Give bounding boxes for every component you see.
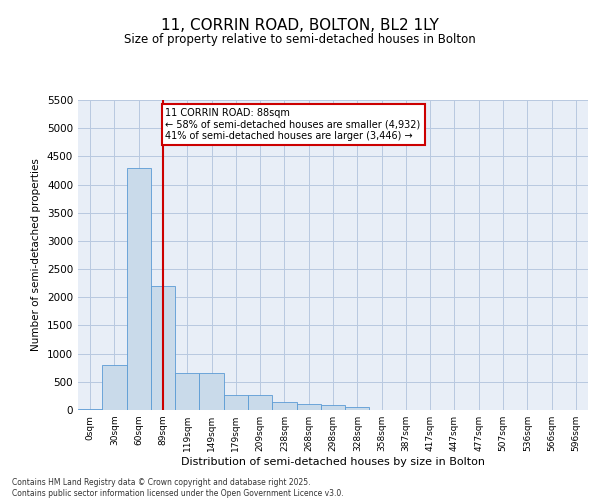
Bar — [199, 374, 224, 410]
Bar — [272, 402, 296, 410]
Text: 11 CORRIN ROAD: 88sqm
← 58% of semi-detached houses are smaller (4,932)
41% of s: 11 CORRIN ROAD: 88sqm ← 58% of semi-deta… — [166, 108, 421, 141]
Y-axis label: Number of semi-detached properties: Number of semi-detached properties — [31, 158, 41, 352]
Bar — [345, 407, 370, 410]
Bar — [224, 395, 248, 410]
Bar — [102, 365, 127, 410]
Bar — [321, 405, 345, 410]
Bar — [296, 404, 321, 410]
X-axis label: Distribution of semi-detached houses by size in Bolton: Distribution of semi-detached houses by … — [181, 457, 485, 467]
Bar — [151, 286, 175, 410]
Bar — [248, 395, 272, 410]
Text: 11, CORRIN ROAD, BOLTON, BL2 1LY: 11, CORRIN ROAD, BOLTON, BL2 1LY — [161, 18, 439, 32]
Text: Contains HM Land Registry data © Crown copyright and database right 2025.
Contai: Contains HM Land Registry data © Crown c… — [12, 478, 344, 498]
Bar — [175, 374, 199, 410]
Text: Size of property relative to semi-detached houses in Bolton: Size of property relative to semi-detach… — [124, 32, 476, 46]
Bar — [127, 168, 151, 410]
